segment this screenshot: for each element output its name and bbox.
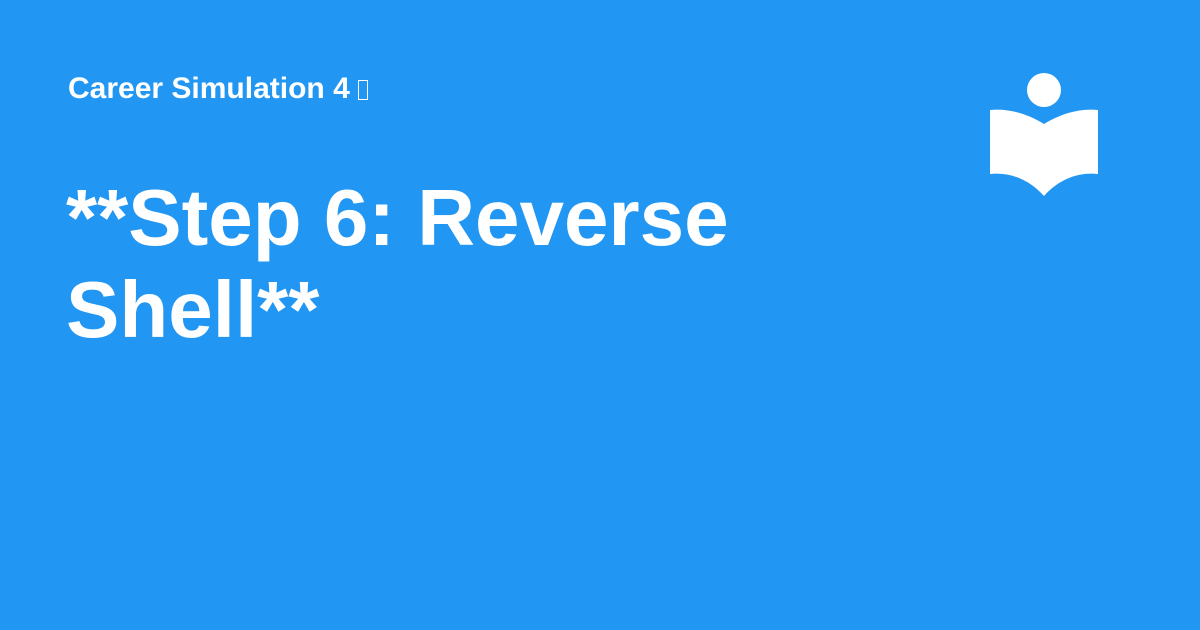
subtitle-text: Career Simulation 4 xyxy=(68,72,350,105)
page-title: **Step 6: Reverse Shell** xyxy=(66,173,729,354)
logo-book xyxy=(990,109,1098,196)
missing-glyph-box-icon xyxy=(357,80,368,100)
person-reading-book-icon xyxy=(990,73,1098,196)
logo-head xyxy=(1027,73,1061,107)
page-subtitle: Career Simulation 4 xyxy=(68,70,368,108)
